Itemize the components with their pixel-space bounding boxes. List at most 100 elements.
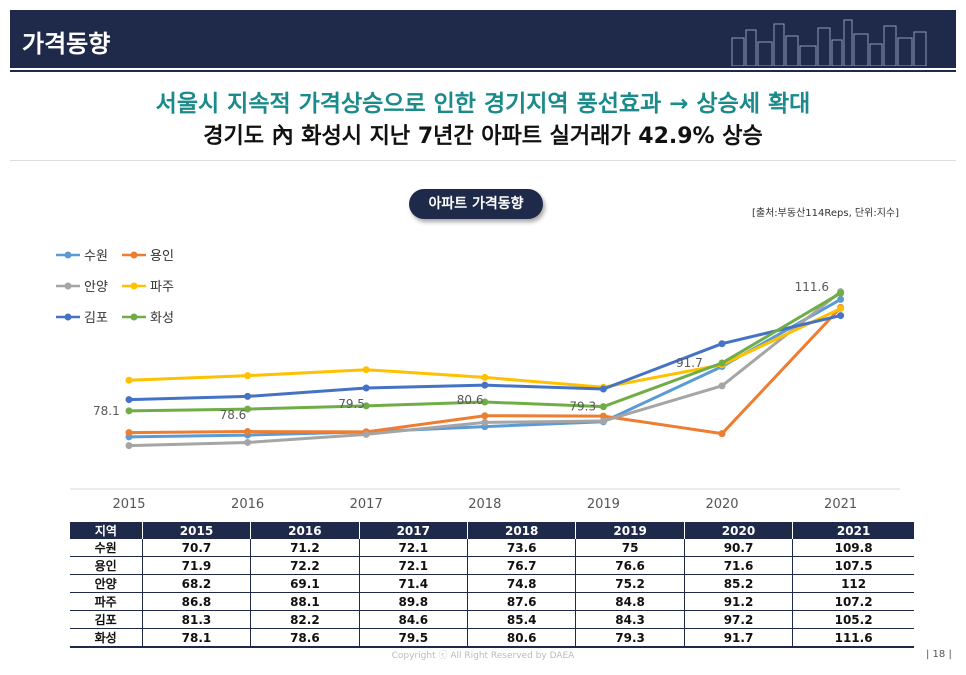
table-row: 김포 81.3 82.2 84.6 85.4 84.3 97.2 105.2 xyxy=(69,610,914,629)
legend-label: 파주 xyxy=(150,280,174,295)
legend-label: 화성 xyxy=(150,311,174,326)
table-cell: 87.6 xyxy=(466,592,576,611)
table-cell: 97.2 xyxy=(683,610,793,629)
data-point xyxy=(718,430,726,438)
table-row: 파주 86.8 88.1 89.8 87.6 84.8 91.2 107.2 xyxy=(69,592,914,611)
data-label: 78.1 xyxy=(93,404,120,418)
table-cell: 111.6 xyxy=(792,628,914,648)
legend-marker xyxy=(64,282,72,290)
table-cell: 72.2 xyxy=(250,556,360,575)
data-table: 지역 2015 2016 2017 2018 2019 2020 2021 수원 70.7 71.… xyxy=(69,522,914,648)
data-point xyxy=(244,428,252,436)
data-point xyxy=(362,402,370,410)
table-header-cell: 2016 xyxy=(250,522,360,539)
data-point xyxy=(599,385,607,393)
table-cell: 76.7 xyxy=(466,556,576,575)
x-tick-label: 2021 xyxy=(824,497,857,512)
table-cell: 84.8 xyxy=(575,592,685,611)
table-cell: 81.3 xyxy=(141,610,251,629)
table-cell: 89.8 xyxy=(358,592,468,611)
table-cell: 71.2 xyxy=(250,539,360,557)
headline-secondary: 경기도 內 화성시 지난 7년간 아파트 실거래가 42.9% 상승 xyxy=(203,124,763,149)
data-point xyxy=(599,403,607,411)
table-cell: 71.4 xyxy=(358,574,468,593)
headline-primary: 서울시 지속적 가격상승으로 인한 경기지역 풍선효과 → 상승세 확대 xyxy=(155,91,811,117)
table-cell: 76.6 xyxy=(575,556,685,575)
data-point xyxy=(125,407,133,415)
table-cell: 용인 xyxy=(69,556,143,575)
data-label: 111.6 xyxy=(795,280,829,294)
table-cell: 80.6 xyxy=(466,628,576,648)
data-point xyxy=(362,430,370,438)
data-point xyxy=(362,366,370,374)
table-header-cell: 2017 xyxy=(358,522,468,539)
legend-label: 용인 xyxy=(150,249,174,264)
x-tick-label: 2017 xyxy=(350,497,383,512)
series-line xyxy=(128,291,842,413)
table-cell: 72.1 xyxy=(358,556,468,575)
table-row: 용인 71.9 72.2 72.1 76.7 76.6 71.6 107.5 xyxy=(69,556,914,575)
table-cell: 86.8 xyxy=(141,592,251,611)
data-point xyxy=(837,295,845,303)
line-chart: 2015 2016 2017 2018 2019 2020 2021 78.1 78.6 79.5… xyxy=(56,249,900,512)
data-point xyxy=(125,396,133,404)
table-cell: 김포 xyxy=(69,610,143,629)
legend-marker xyxy=(64,313,72,321)
table-header-cell: 2018 xyxy=(466,522,576,539)
x-tick-label: 2015 xyxy=(112,497,145,512)
page-title: 가격동향 xyxy=(22,30,111,58)
table-cell: 78.6 xyxy=(250,628,360,648)
data-point xyxy=(481,398,489,406)
table-cell: 84.6 xyxy=(358,610,468,629)
table-row: 수원 70.7 71.2 72.1 73.6 75 90.7 109.8 xyxy=(69,539,914,557)
data-point xyxy=(837,312,845,320)
data-point xyxy=(125,376,133,384)
table-cell: 74.8 xyxy=(466,574,576,593)
table-cell: 파주 xyxy=(69,592,143,611)
table-header-cell: 2019 xyxy=(575,522,685,539)
x-tick-label: 2019 xyxy=(587,497,620,512)
data-point xyxy=(481,373,489,381)
table-cell: 85.2 xyxy=(683,574,793,593)
copyright-text: Copyright ⓒ All Right Reserved by DAEA xyxy=(391,651,575,661)
legend-marker xyxy=(130,251,138,259)
table-cell: 71.6 xyxy=(683,556,793,575)
source-note: [출처:부동산114Reps, 단위:지수] xyxy=(752,208,899,219)
table-cell: 91.2 xyxy=(683,592,793,611)
data-label: 79.5 xyxy=(338,397,365,411)
table-cell: 107.2 xyxy=(792,592,914,611)
legend-label: 안양 xyxy=(84,280,108,295)
data-point xyxy=(125,429,133,437)
legend-label: 김포 xyxy=(84,311,108,326)
chart-title-pill: 아파트 가격동향 xyxy=(409,189,543,219)
data-label: 91.7 xyxy=(676,356,703,370)
table-cell: 84.3 xyxy=(575,610,685,629)
data-point xyxy=(481,381,489,389)
table-cell: 72.1 xyxy=(358,539,468,557)
data-point xyxy=(481,412,489,420)
city-skyline-icon xyxy=(731,19,927,66)
table-body: 수원 70.7 71.2 72.1 73.6 75 90.7 109.8 용인 71.9 72.2 7… xyxy=(69,539,914,648)
page-number: | 18 | xyxy=(926,649,952,660)
legend-marker xyxy=(130,282,138,290)
table-header-cell: 2021 xyxy=(792,522,914,539)
data-label: 78.6 xyxy=(220,408,247,422)
table-header-cell: 지역 xyxy=(69,522,143,539)
table-cell: 70.7 xyxy=(141,539,251,557)
table-cell: 73.6 xyxy=(466,539,576,557)
table-cell: 105.2 xyxy=(792,610,914,629)
table-cell: 91.7 xyxy=(683,628,793,648)
x-tick-label: 2016 xyxy=(231,497,264,512)
table-cell: 화성 xyxy=(69,628,143,648)
table-header-cell: 2015 xyxy=(141,522,251,539)
table-cell: 82.2 xyxy=(250,610,360,629)
table-header-cell: 2020 xyxy=(683,522,793,539)
data-point xyxy=(244,438,252,446)
table-cell: 78.1 xyxy=(141,628,251,648)
header-bar: 가격동향 xyxy=(10,10,956,68)
data-point xyxy=(244,372,252,380)
table-header-row: 지역 2015 2016 2017 2018 2019 2020 2021 xyxy=(69,522,914,539)
x-tick-label: 2018 xyxy=(468,497,501,512)
table-cell: 75.2 xyxy=(575,574,685,593)
table-cell: 107.5 xyxy=(792,556,914,575)
